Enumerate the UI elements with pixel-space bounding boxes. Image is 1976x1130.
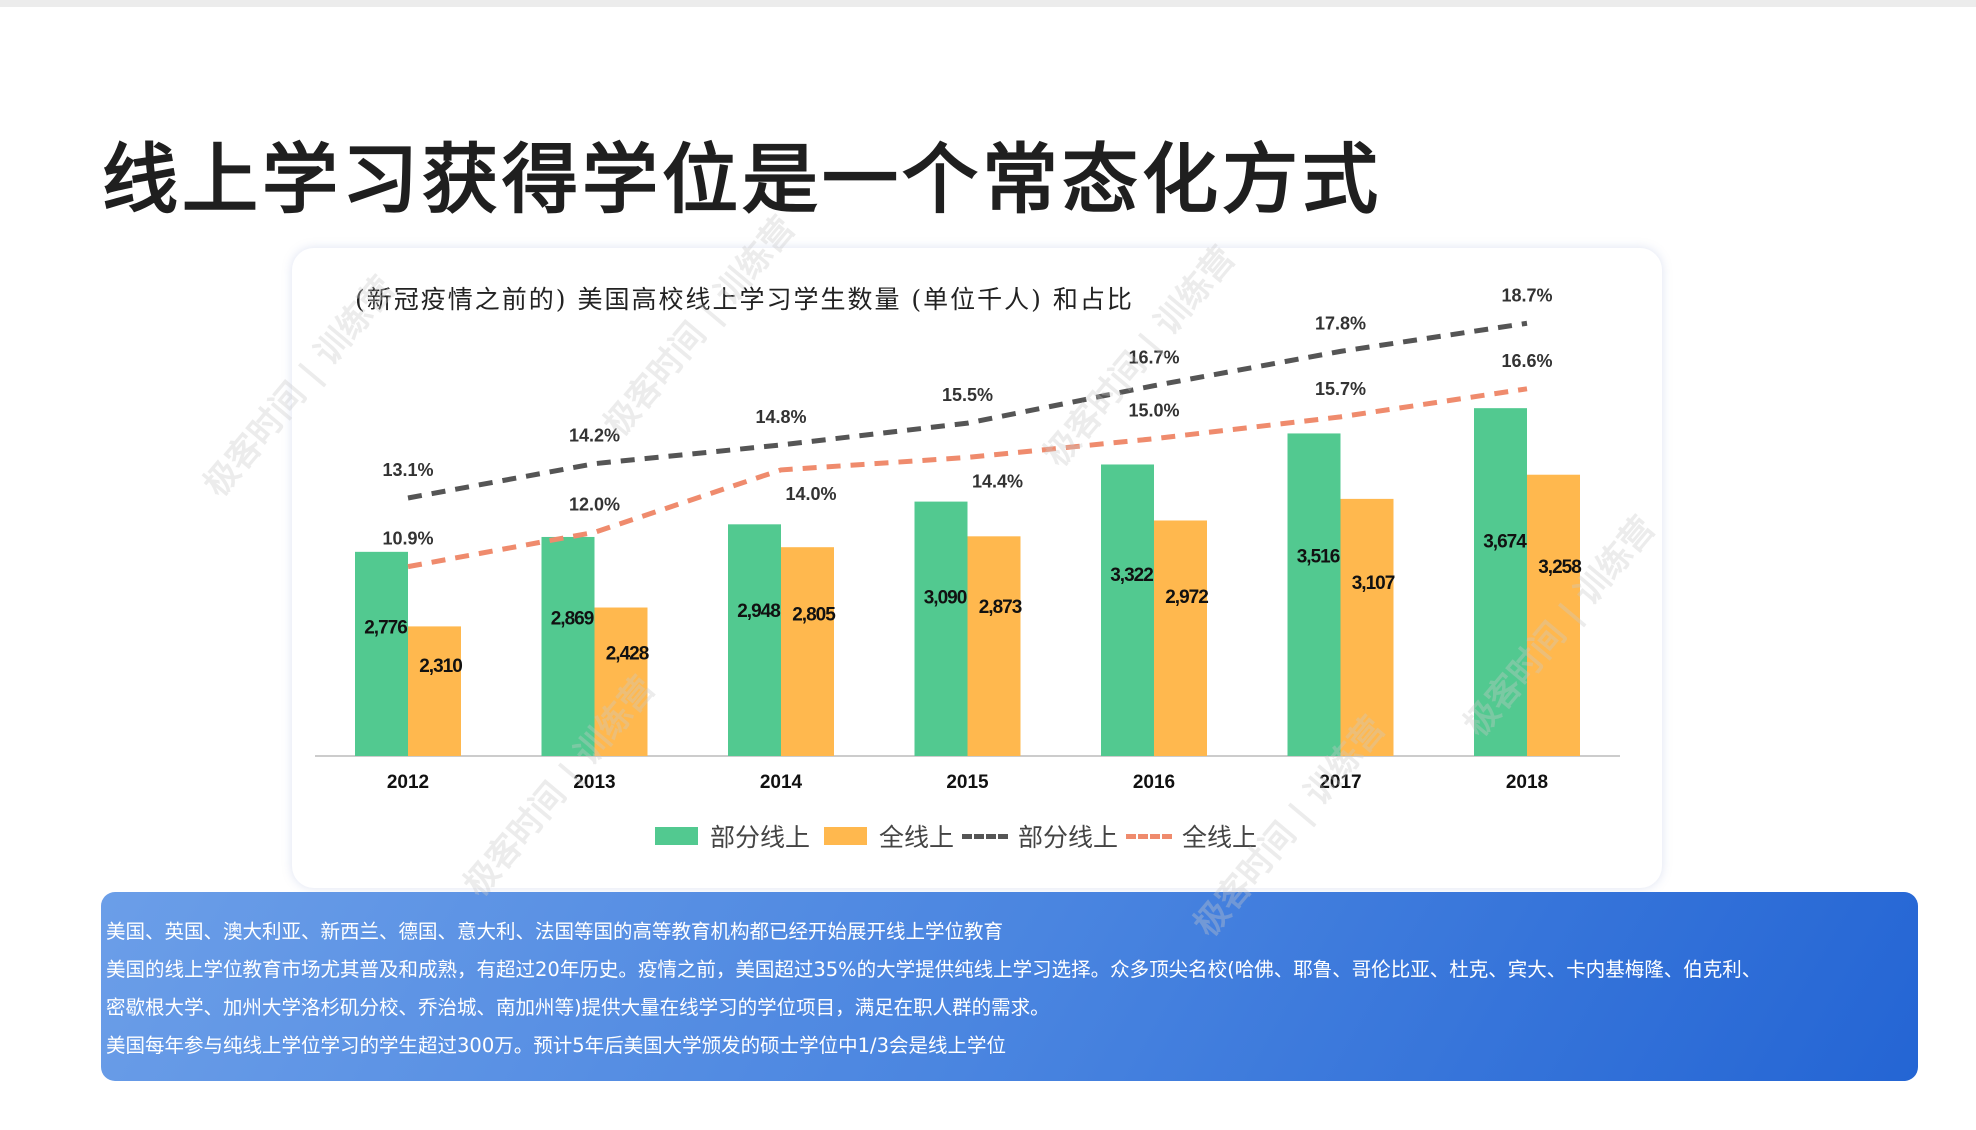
x-tick-label: 2018 [1506, 772, 1548, 793]
line-data-label: 15.7% [1315, 379, 1366, 399]
bar-data-label: 3,674 [1483, 531, 1527, 552]
legend-label: 全线上 [879, 823, 955, 852]
info-line: 密歇根大学、加州大学洛杉矶分校、乔治城、南加州等)提供大量在线学习的学位项目，满… [106, 996, 1050, 1019]
line-data-label: 18.7% [1501, 285, 1552, 305]
bar-full [1340, 498, 1394, 756]
chart-title: (新冠疫情之前的) 美国高校线上学习学生数量 (单位千人) 和占比 [355, 285, 1134, 314]
bar-data-label: 2,869 [551, 609, 594, 630]
line-data-label: 12.0% [569, 494, 620, 514]
bar-data-label: 3,090 [924, 587, 967, 608]
bar-partial [1474, 408, 1527, 756]
line-data-label: 15.0% [1128, 401, 1179, 421]
x-tick-label: 2015 [946, 772, 989, 793]
bar-full [594, 607, 648, 756]
bar-data-label: 3,107 [1352, 573, 1395, 594]
line-data-label: 13.1% [382, 460, 433, 480]
info-box: 美国、英国、澳大利亚、新西兰、德国、意大利、法国等国的高等教育机构都已经开始展开… [101, 892, 1918, 1081]
bar-data-label: 2,972 [1165, 587, 1208, 608]
bar-data-label: 2,805 [792, 604, 836, 625]
bar-partial [728, 524, 781, 756]
bar-partial [914, 501, 968, 756]
bar-full [408, 626, 461, 756]
line-data-label: 10.9% [382, 529, 433, 549]
bar-full [1154, 520, 1207, 756]
line-data-label: 14.0% [785, 484, 836, 504]
bar-data-label: 3,258 [1538, 557, 1581, 578]
chart-legend: 部分线上 全线上 部分线上 全线上 [655, 818, 1261, 854]
x-tick-label: 2017 [1319, 772, 1361, 793]
bar-partial [1287, 433, 1341, 756]
bar-full [967, 536, 1021, 756]
bar-data-label: 2,310 [419, 656, 462, 677]
line-data-label: 16.7% [1128, 348, 1179, 368]
legend-label: 部分线上 [1018, 823, 1119, 852]
bar-partial [541, 536, 595, 756]
bar-data-label: 3,516 [1297, 546, 1340, 567]
legend-swatch-full-bar [824, 827, 868, 845]
line-data-label: 14.2% [569, 426, 620, 446]
line-data-label: 15.5% [942, 385, 993, 405]
legend-label: 全线上 [1182, 823, 1258, 852]
line-data-label: 16.6% [1501, 351, 1552, 371]
top-bar [0, 0, 1976, 7]
bar-data-label: 2,776 [364, 618, 407, 639]
line-data-label: 14.4% [972, 471, 1023, 491]
line-full [407, 386, 1528, 570]
legend-swatch-full-line [1126, 833, 1173, 839]
bar-partial [355, 551, 408, 756]
legend-label: 部分线上 [710, 823, 811, 852]
x-tick-label: 2012 [387, 772, 429, 793]
page-title: 线上学习获得学位是一个常态化方式 [102, 135, 1382, 224]
legend-swatch-partial-line [962, 833, 1009, 839]
legend-swatch-partial-bar [655, 827, 698, 845]
info-line: 美国的线上学位教育市场尤其普及和成熟，有超过20年历史。疫情之前，美国超过35%… [106, 958, 1762, 981]
bar-data-label: 2,428 [606, 643, 649, 664]
line-data-label: 17.8% [1315, 313, 1366, 333]
x-tick-label: 2013 [573, 772, 615, 793]
bar-data-label: 2,948 [737, 601, 780, 622]
info-line: 美国每年参与纯线上学位学习的学生超过300万。预计5年后美国大学颁发的硕士学位中… [106, 1034, 1007, 1057]
bar-data-label: 2,873 [979, 597, 1022, 618]
x-tick-label: 2014 [760, 772, 803, 793]
info-line: 美国、英国、澳大利亚、新西兰、德国、意大利、法国等国的高等教育机构都已经开始展开… [106, 920, 1004, 943]
line-data-label: 14.8% [755, 407, 806, 427]
bar-data-label: 3,322 [1110, 565, 1153, 586]
bar-full [781, 547, 834, 756]
bar-partial [1101, 464, 1154, 756]
line-partial [407, 320, 1528, 501]
x-tick-label: 2016 [1133, 772, 1175, 793]
bar-full [1527, 474, 1580, 756]
